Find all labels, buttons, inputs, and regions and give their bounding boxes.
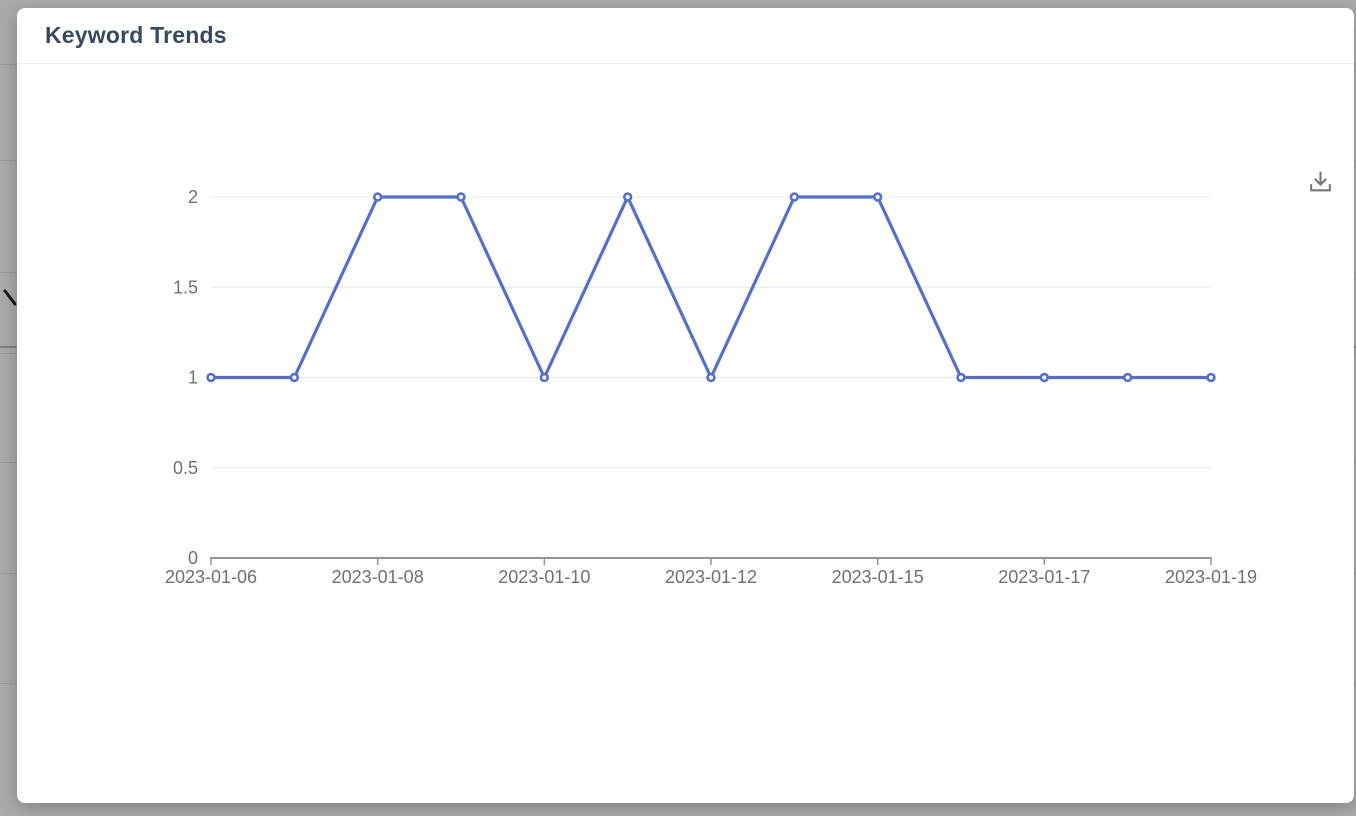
data-point[interactable] — [956, 372, 966, 383]
download-icon — [1309, 171, 1331, 191]
data-point[interactable] — [539, 372, 550, 383]
y-axis-tick-label: 1.5 — [173, 277, 198, 297]
data-point[interactable] — [206, 372, 216, 383]
data-point[interactable] — [1206, 372, 1216, 383]
x-axis-tick-label: 2023-01-17 — [998, 567, 1090, 587]
x-axis-tick-label: 2023-01-10 — [498, 567, 590, 587]
data-point[interactable] — [289, 372, 300, 383]
y-axis-tick-label: 1 — [188, 368, 198, 388]
keyword-trends-modal: Keyword Trends 0 0.5 1 1.5 2 2023-01-06 2023-0… — [17, 8, 1354, 803]
y-axis-tick-label: 0.5 — [173, 458, 198, 478]
data-point[interactable] — [706, 372, 716, 383]
x-axis-tick-label: 2023-01-08 — [332, 567, 424, 587]
modal-header: Keyword Trends — [17, 8, 1354, 64]
x-axis-tick-label: 2023-01-06 — [165, 567, 257, 587]
data-point[interactable] — [1039, 372, 1050, 383]
data-point[interactable] — [456, 192, 466, 202]
checkmark-icon — [3, 289, 17, 306]
trend-chart[interactable]: 0 0.5 1 1.5 2 2023-01-06 2023-01-08 2023-01-10 2… — [17, 8, 1354, 803]
modal-title: Keyword Trends — [45, 22, 227, 48]
data-point[interactable] — [789, 192, 800, 202]
data-point[interactable] — [622, 192, 633, 202]
y-axis-tick-label: 2 — [188, 187, 198, 207]
y-axis-tick-label: 0 — [188, 548, 198, 568]
data-point[interactable] — [372, 192, 383, 202]
download-button[interactable] — [1302, 163, 1338, 199]
x-axis-tick-label: 2023-01-19 — [1165, 567, 1257, 587]
chart-panel: 0 0.5 1 1.5 2 2023-01-06 2023-01-08 2023-01-10 2… — [17, 64, 1354, 803]
data-point[interactable] — [1122, 372, 1133, 383]
x-axis-tick-label: 2023-01-12 — [665, 567, 757, 587]
x-axis-tick-label: 2023-01-15 — [832, 567, 924, 587]
data-point[interactable] — [872, 192, 883, 202]
